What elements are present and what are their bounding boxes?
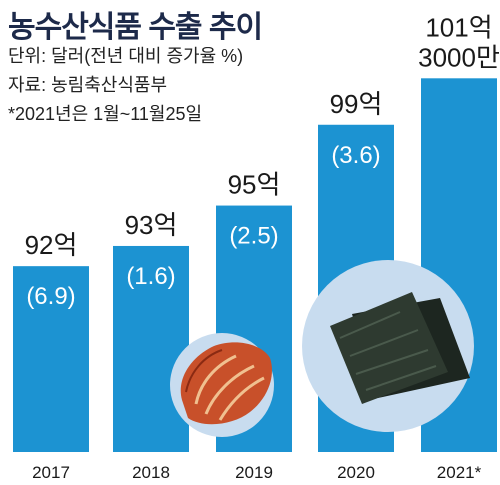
source-note: 자료: 농림축산식품부 (8, 75, 168, 95)
bar-2017 (13, 266, 89, 452)
seaweed-illustration (330, 292, 470, 404)
value-label: 95억 (228, 170, 281, 200)
x-tick-label: 2018 (132, 463, 170, 482)
value-label: 93억 (125, 210, 178, 240)
kimchi-illustration (180, 342, 272, 425)
growth-label: (2.5) (229, 223, 278, 250)
value-label: 92억 (25, 230, 78, 260)
value-label: 101억 (425, 12, 492, 42)
x-tick-label: 2021* (437, 463, 482, 482)
value-label: 99억 (330, 89, 383, 119)
growth-label: (6.9) (26, 283, 75, 310)
period-note: *2021년은 1월~11월25일 (8, 104, 203, 124)
bar-2018 (113, 245, 189, 452)
unit-note: 단위: 달러(전년 대비 증가율 %) (8, 46, 244, 66)
x-tick-label: 2017 (32, 463, 70, 482)
x-tick-label: 2020 (337, 463, 375, 482)
x-tick-label: 2019 (235, 463, 273, 482)
growth-label: (1.6) (126, 263, 175, 290)
growth-label: (3.6) (331, 142, 380, 169)
value-label: 3000만 (418, 42, 500, 72)
chart-title: 농수산식품 수출 추이 (8, 11, 263, 44)
